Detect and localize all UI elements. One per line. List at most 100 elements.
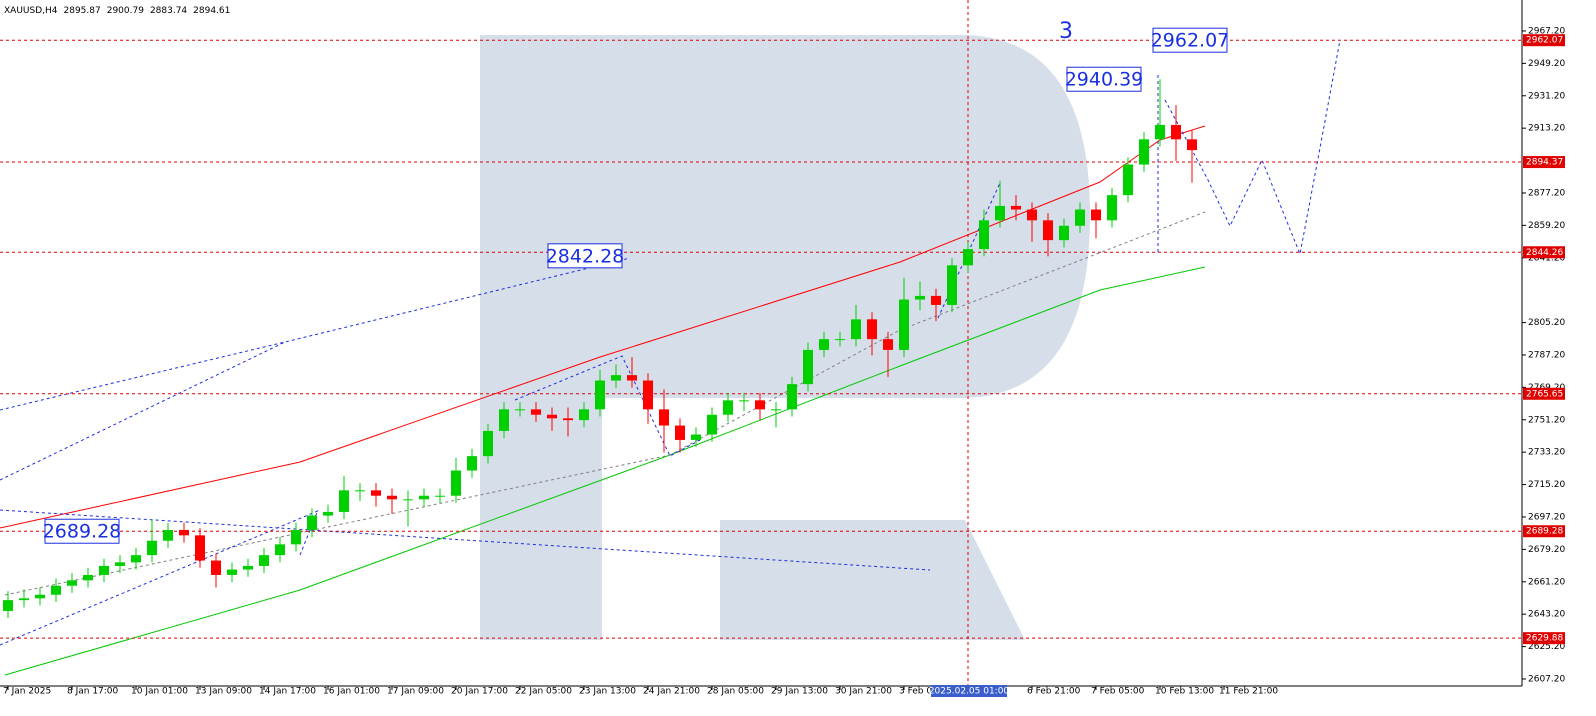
candle-body bbox=[451, 470, 461, 496]
candle-body bbox=[291, 529, 301, 545]
trend-line bbox=[0, 341, 286, 481]
annotation-box bbox=[44, 518, 120, 544]
level-label-box bbox=[1523, 525, 1565, 538]
header-value: 2900.79 bbox=[107, 6, 144, 16]
level-label: 2765.65 bbox=[1526, 389, 1563, 399]
level-label-box bbox=[1523, 156, 1565, 169]
candle-body bbox=[259, 555, 269, 566]
y-tick-label: 2787.20 bbox=[1528, 350, 1565, 360]
candle-body bbox=[643, 380, 653, 410]
watermark-stem bbox=[480, 35, 602, 640]
candle-body bbox=[819, 339, 829, 350]
candle-body bbox=[787, 384, 797, 410]
candle-body bbox=[483, 430, 493, 457]
y-tick-label: 2679.20 bbox=[1528, 545, 1565, 555]
candle-body bbox=[307, 515, 317, 530]
candle-body bbox=[707, 414, 717, 435]
annotation-box bbox=[1152, 27, 1228, 53]
y-tick-label: 2877.20 bbox=[1528, 188, 1565, 198]
y-tick-label: 2949.20 bbox=[1528, 59, 1565, 69]
candle-body bbox=[611, 375, 621, 381]
candle-body bbox=[115, 562, 125, 566]
x-tick-label: 24 Jan 21:00 bbox=[643, 687, 700, 697]
candle-body bbox=[275, 544, 285, 556]
x-tick-label: 20 Jan 17:00 bbox=[451, 687, 508, 697]
wave-label: 3 bbox=[1059, 19, 1073, 44]
candle-body bbox=[371, 490, 381, 496]
level-label: 2894.37 bbox=[1526, 158, 1563, 168]
candle-body bbox=[579, 409, 589, 421]
candle-body bbox=[723, 400, 733, 415]
crosshair-label: 2025.02.05 01:00 bbox=[929, 687, 1010, 697]
candle-body bbox=[531, 409, 541, 415]
x-tick-label: 11 Feb 21:00 bbox=[1219, 687, 1278, 697]
x-tick-label: 8 Jan 17:00 bbox=[67, 687, 119, 697]
candle-body bbox=[467, 456, 477, 471]
candle-body bbox=[195, 535, 205, 561]
header-value: 2895.87 bbox=[64, 6, 101, 16]
candle-body bbox=[323, 511, 333, 516]
y-tick-label: 2697.20 bbox=[1528, 512, 1565, 522]
candle-body bbox=[1011, 205, 1021, 210]
candle-body bbox=[131, 555, 141, 563]
y-tick-label: 2625.20 bbox=[1528, 642, 1565, 652]
x-tick-label: 17 Jan 09:00 bbox=[387, 687, 444, 697]
candle-body bbox=[355, 490, 365, 492]
candle-body bbox=[867, 319, 877, 340]
x-tick-label: 10 Feb 13:00 bbox=[1155, 687, 1214, 697]
candle-body bbox=[899, 299, 909, 350]
candle-body bbox=[739, 400, 749, 402]
annotation-label: 2940.39 bbox=[1065, 69, 1144, 91]
y-tick-label: 2607.20 bbox=[1528, 674, 1565, 684]
x-tick-label: 13 Jan 09:00 bbox=[195, 687, 252, 697]
annotation-box bbox=[547, 243, 623, 269]
candle-body bbox=[1043, 220, 1053, 241]
candle-body bbox=[339, 490, 349, 512]
candle-body bbox=[627, 375, 637, 381]
candle-body bbox=[947, 265, 957, 305]
annotation-label: 2689.28 bbox=[43, 521, 122, 543]
candle-body bbox=[979, 220, 989, 250]
y-tick-label: 2751.20 bbox=[1528, 415, 1565, 425]
x-tick-label: 7 Jan 2025 bbox=[3, 687, 51, 697]
header-value: 2883.74 bbox=[150, 6, 187, 16]
watermark-leg bbox=[720, 520, 1025, 640]
x-tick-label: 14 Jan 17:00 bbox=[259, 687, 316, 697]
candle-body bbox=[1187, 139, 1197, 151]
y-tick-label: 2841.20 bbox=[1528, 253, 1565, 263]
candle-body bbox=[227, 569, 237, 575]
level-label: 2962.07 bbox=[1526, 36, 1563, 46]
candle-body bbox=[19, 598, 29, 601]
candle-body bbox=[3, 600, 13, 611]
x-tick-label: 22 Jan 05:00 bbox=[515, 687, 572, 697]
candle-body bbox=[547, 414, 557, 419]
x-tick-label: 6 Feb 21:00 bbox=[1027, 687, 1081, 697]
level-label-box bbox=[1523, 246, 1565, 259]
symbol: XAUUSD,H4 bbox=[4, 6, 58, 16]
candle-body bbox=[691, 434, 701, 440]
crosshair-label-box bbox=[931, 685, 1007, 697]
candle-body bbox=[1107, 195, 1117, 221]
candle-body bbox=[163, 529, 173, 541]
candle-body bbox=[915, 295, 925, 300]
candle-body bbox=[1027, 209, 1037, 221]
level-label-box bbox=[1523, 34, 1565, 47]
candle-body bbox=[403, 499, 413, 501]
level-label-box bbox=[1523, 387, 1565, 400]
y-tick-label: 2931.20 bbox=[1528, 91, 1565, 101]
annotation-label: 2842.28 bbox=[546, 245, 625, 267]
y-tick-label: 2715.20 bbox=[1528, 480, 1565, 490]
candle-body bbox=[1139, 139, 1149, 165]
header: XAUUSD,H4 2895.87 2900.79 2883.74 2894.61 bbox=[4, 6, 230, 16]
candle-body bbox=[1155, 124, 1165, 140]
candle-body bbox=[1123, 164, 1133, 196]
lower-channel bbox=[4, 266, 1206, 676]
candle-body bbox=[243, 565, 253, 570]
candle-body bbox=[419, 495, 429, 500]
watermark bbox=[480, 35, 1090, 640]
annotation-label: 2962.07 bbox=[1151, 30, 1230, 52]
trend-line bbox=[0, 509, 931, 571]
y-tick-label: 2967.20 bbox=[1528, 26, 1565, 36]
candle-body bbox=[563, 418, 573, 421]
